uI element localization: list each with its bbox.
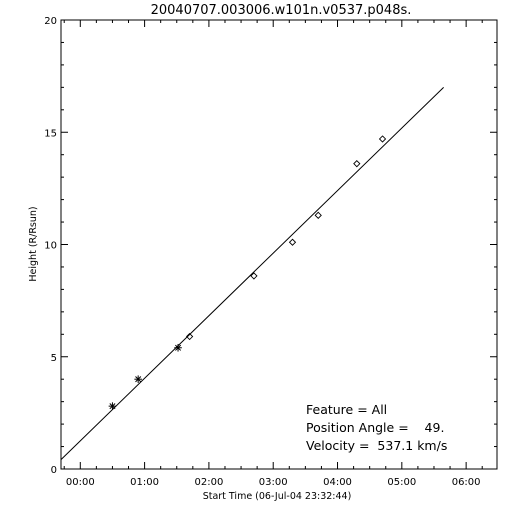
x-tick-label: 06:00: [452, 477, 481, 488]
x-tick-label: 00:00: [66, 477, 95, 488]
y-tick-label: 15: [44, 128, 57, 139]
x-tick-label: 02:00: [194, 477, 223, 488]
diamond-point: [185, 332, 194, 341]
y-axis-label: Height (R/Rsun): [28, 206, 39, 281]
axis-ticks: 00:00 01:00 02:00 03:00 04:00 05:00 06:00 0 5 10 1…: [44, 16, 497, 488]
asterisk-stroke: [109, 403, 116, 410]
chart-title: 20040707.003006.w101n.v0537.p048s.: [151, 3, 412, 18]
asterisk-point: [134, 375, 142, 383]
fit-line-group: [60, 86, 444, 460]
x-axis-label: Start Time (06-Jul-04 23:32:44): [203, 491, 352, 502]
asterisk-stroke: [175, 344, 182, 351]
x-tick-label: 03:00: [259, 477, 288, 488]
diamond-point: [250, 272, 258, 280]
fit-line: [60, 86, 444, 460]
y-tick-label: 5: [51, 353, 57, 364]
data-points: [108, 135, 387, 410]
annotation-position-angle: Position Angle = 49.: [306, 420, 444, 435]
asterisk-stroke: [135, 376, 142, 383]
y-tick-label: 20: [44, 16, 57, 27]
x-tick-label: 04:00: [323, 477, 352, 488]
asterisk-point: [108, 402, 117, 410]
x-tick-label: 01:00: [130, 477, 159, 488]
y-tick-label: 10: [44, 241, 57, 252]
plot-frame: [60, 19, 498, 470]
diamond-point: [378, 135, 387, 143]
y-tick-label: 0: [51, 465, 57, 476]
diamond-point: [353, 160, 361, 168]
diamond-point: [314, 211, 322, 219]
annotation-velocity: Velocity = 537.1 km/s: [306, 438, 447, 453]
asterisk-point: [174, 343, 182, 352]
x-tick-label: 05:00: [387, 477, 416, 488]
diamond-point: [288, 238, 297, 246]
annotation-feature: Feature = All: [306, 402, 387, 417]
